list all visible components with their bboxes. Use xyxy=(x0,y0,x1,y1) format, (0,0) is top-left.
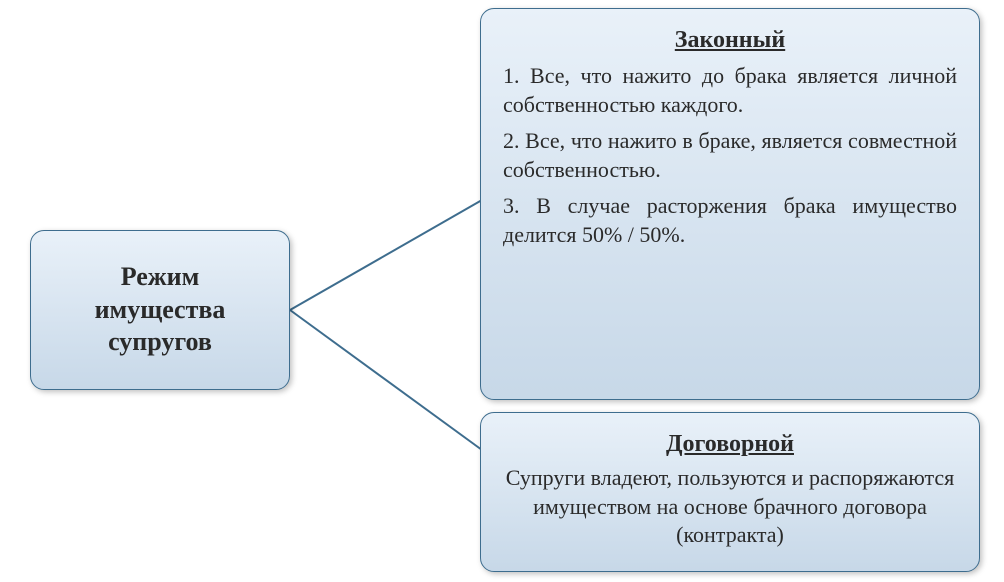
connector-line-1 xyxy=(290,200,482,310)
legal-item-2: 2. Все, что нажито в браке, является сов… xyxy=(503,127,957,184)
legal-item-1: 1. Все, что нажито до брака является лич… xyxy=(503,62,957,119)
child-node-legal: Законный 1. Все, что нажито до брака явл… xyxy=(480,8,980,400)
connector-line-2 xyxy=(290,310,482,450)
child-node-contract: Договорной Супруги владеют, пользуются и… xyxy=(480,412,980,572)
root-node: Режим имущества супругов xyxy=(30,230,290,390)
legal-item-3: 3. В случае расторжения брака имущество … xyxy=(503,192,957,249)
contract-desc: Супруги владеют, пользуются и распоряжаю… xyxy=(503,464,957,550)
child-title-contract: Договорной xyxy=(503,431,957,458)
root-title: Режим имущества супругов xyxy=(53,261,267,359)
child-title-legal: Законный xyxy=(503,27,957,54)
